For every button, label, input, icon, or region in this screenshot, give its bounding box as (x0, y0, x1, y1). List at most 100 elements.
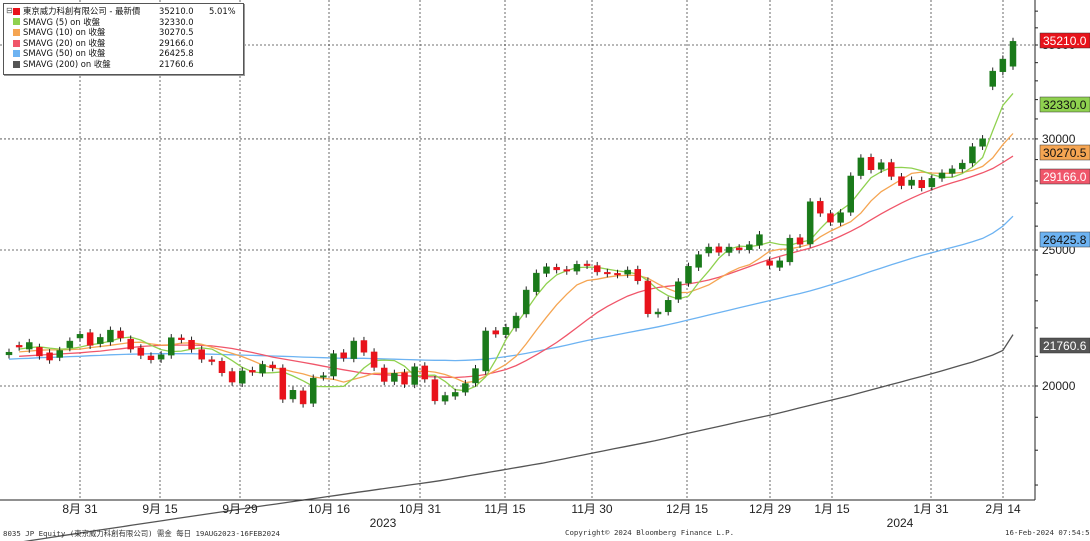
svg-text:26425.8: 26425.8 (1043, 233, 1087, 247)
candle (147, 352, 155, 364)
candle (370, 348, 378, 372)
candle (867, 153, 875, 174)
candle (908, 176, 915, 190)
collapse-icon[interactable]: ⊟ (6, 6, 13, 15)
candle (918, 176, 925, 192)
value-label: 26425.8 (1039, 231, 1090, 248)
candle (168, 334, 175, 359)
candle (857, 154, 865, 180)
candle (928, 174, 936, 191)
candle (969, 143, 976, 167)
candle (725, 243, 733, 257)
candle (472, 364, 479, 387)
legend-swatch (13, 28, 20, 36)
candle (1009, 37, 1017, 70)
candle (786, 234, 794, 266)
candle (137, 344, 145, 360)
candle (411, 363, 418, 389)
candle (56, 346, 63, 362)
y-tick-label: 30000 (1042, 132, 1076, 146)
candle (837, 209, 844, 227)
legend-series-name: SMAVG (5) on 收盤 (23, 16, 100, 27)
candle (553, 263, 560, 274)
legend-series-name: SMAVG (20) on 收盤 (23, 37, 106, 48)
legend-series-name: 東京威力科創有限公司 - 最新價 (23, 6, 141, 16)
candle (127, 335, 134, 353)
candle (999, 55, 1007, 76)
value-label: 29166.0 (1039, 168, 1090, 185)
candle (695, 251, 702, 272)
candle (746, 241, 753, 254)
value-label: 35210.0 (1039, 32, 1090, 49)
candle (320, 372, 327, 381)
x-tick-label: 12月 15 (666, 502, 708, 516)
y-tick-label: 20000 (1042, 379, 1076, 393)
x-tick-label: 10月 31 (399, 502, 441, 516)
candle (97, 333, 104, 348)
candle (705, 243, 713, 257)
candle (269, 361, 276, 372)
candle (827, 209, 834, 226)
candle (46, 349, 53, 364)
x-tick-label: 1月 15 (814, 502, 850, 516)
candle (340, 349, 347, 362)
value-label: 32330.0 (1039, 96, 1090, 113)
candle (279, 364, 287, 403)
legend-series-value: 30270.5 (159, 27, 194, 38)
candle (482, 327, 489, 375)
legend-swatch (13, 39, 20, 47)
value-label: 21760.6 (1039, 337, 1090, 354)
candle (431, 375, 439, 405)
candle (756, 230, 763, 249)
x-tick-label: 8月 31 (62, 502, 98, 516)
candle (36, 343, 43, 360)
candle (938, 169, 946, 182)
svg-text:30270.5: 30270.5 (1043, 146, 1087, 160)
candle (634, 265, 642, 285)
x-tick-label: 2月 14 (985, 502, 1021, 516)
value-label: 30270.5 (1039, 144, 1090, 161)
x-tick-label: 1月 31 (913, 502, 949, 516)
candle (239, 367, 246, 387)
legend-series-value: 26425.8 (159, 48, 194, 59)
svg-text:21760.6: 21760.6 (1043, 339, 1087, 353)
candle (380, 364, 388, 386)
candle (543, 263, 550, 278)
candle (533, 269, 540, 296)
candle (26, 338, 33, 353)
candle (888, 158, 895, 181)
candle (401, 369, 408, 388)
candle (218, 357, 226, 377)
candle (898, 172, 905, 190)
candle (188, 336, 195, 353)
legend-series-value: 21760.6 (159, 58, 194, 69)
candle (817, 197, 824, 217)
value-labels: 35210.0 32330.0 30270.5 29166.0 26425.8 21760… (1039, 32, 1090, 354)
moving-average-lines (8, 92, 1014, 541)
candle (847, 172, 854, 216)
footer-copyright: Copyright© 2024 Bloomberg Finance L.P. (565, 528, 735, 537)
candle (157, 351, 165, 363)
x-year-label: 2024 (887, 516, 914, 530)
candle (5, 348, 13, 359)
legend-change-pct: 5.01% (209, 6, 236, 16)
legend-entry: SMAVG (20) on 收盤 29166.0 (4, 38, 243, 49)
candle (228, 367, 236, 386)
candle (796, 234, 804, 248)
legend-series-name: SMAVG (50) on 收盤 (23, 48, 106, 59)
candle (259, 360, 266, 377)
x-tick-label: 9月 15 (142, 502, 178, 516)
x-tick-label: 11月 30 (571, 502, 612, 516)
candle (208, 356, 216, 366)
candle (715, 243, 723, 256)
candle (289, 386, 297, 403)
footer-timestamp: 16-Feb-2024 07:54:56 (1005, 528, 1090, 537)
legend-series-value: 35210.0 (159, 6, 194, 16)
ma20-line (19, 155, 1014, 379)
candle (451, 388, 459, 400)
candle (583, 260, 591, 269)
grid-lines (0, 0, 1035, 500)
candle (350, 337, 358, 363)
candle (309, 374, 317, 407)
candle (735, 244, 743, 254)
